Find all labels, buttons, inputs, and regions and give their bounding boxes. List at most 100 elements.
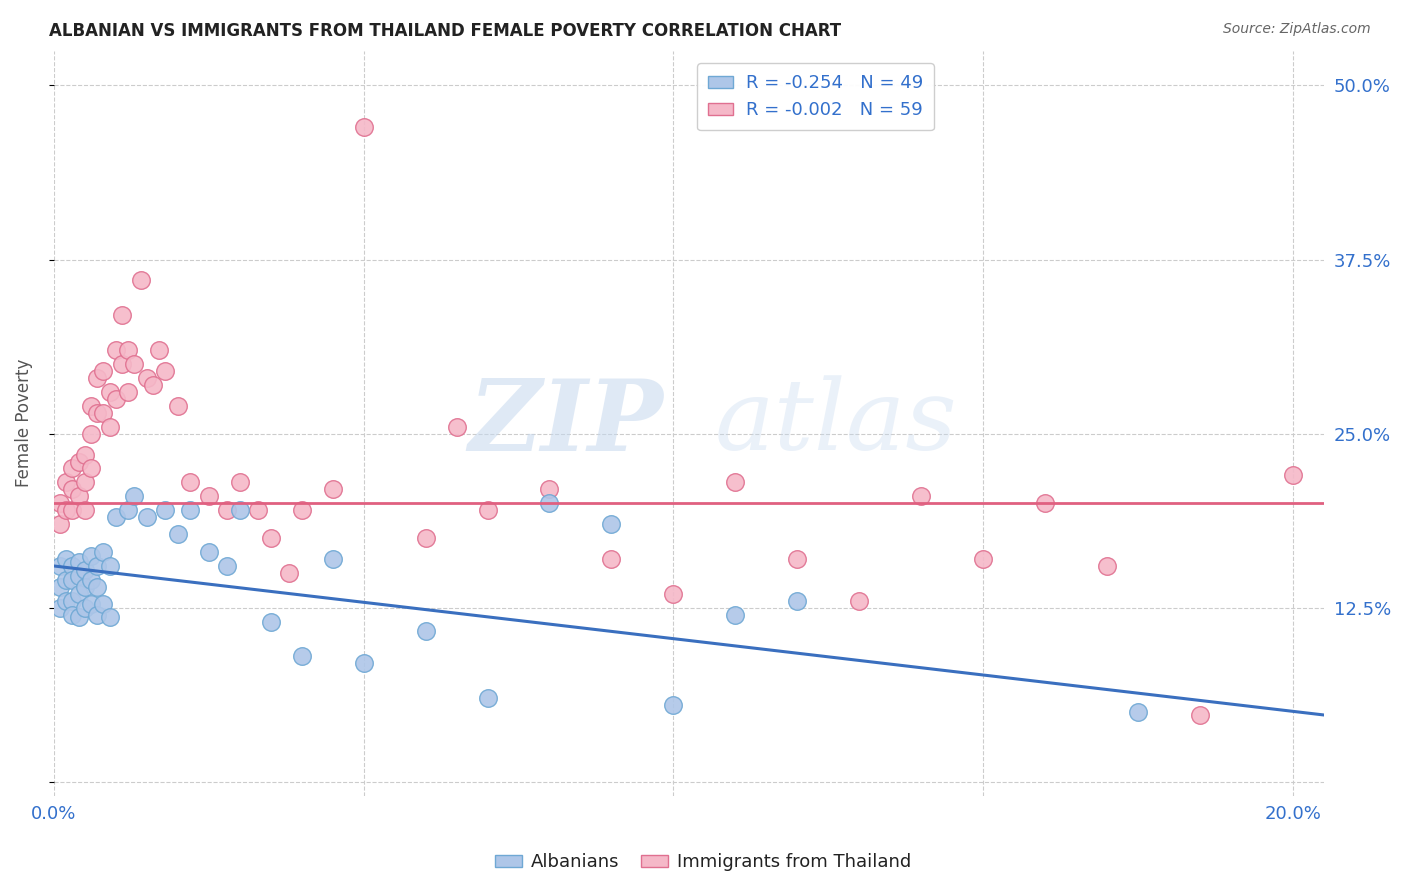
- Point: [972, 552, 994, 566]
- Point: [129, 273, 152, 287]
- Point: [724, 607, 747, 622]
- Point: [86, 371, 108, 385]
- Point: [538, 496, 561, 510]
- Point: [415, 624, 437, 639]
- Point: [98, 419, 121, 434]
- Point: [62, 461, 84, 475]
- Point: [49, 580, 72, 594]
- Point: [86, 580, 108, 594]
- Point: [104, 510, 127, 524]
- Point: [67, 610, 90, 624]
- Text: ZIP: ZIP: [468, 375, 664, 472]
- Point: [353, 120, 375, 135]
- Point: [62, 573, 84, 587]
- Point: [67, 587, 90, 601]
- Point: [446, 419, 468, 434]
- Point: [148, 343, 170, 357]
- Point: [135, 371, 157, 385]
- Text: atlas: atlas: [714, 376, 957, 471]
- Point: [124, 357, 146, 371]
- Point: [1188, 708, 1211, 723]
- Point: [49, 517, 72, 532]
- Point: [117, 503, 139, 517]
- Point: [600, 517, 623, 532]
- Point: [786, 552, 808, 566]
- Point: [104, 343, 127, 357]
- Point: [1095, 558, 1118, 573]
- Point: [49, 558, 72, 573]
- Point: [353, 657, 375, 671]
- Point: [73, 600, 96, 615]
- Point: [600, 552, 623, 566]
- Point: [477, 691, 499, 706]
- Point: [80, 549, 103, 564]
- Point: [247, 503, 270, 517]
- Point: [1126, 705, 1149, 719]
- Point: [73, 448, 96, 462]
- Point: [80, 399, 103, 413]
- Point: [415, 531, 437, 545]
- Point: [910, 489, 932, 503]
- Point: [135, 510, 157, 524]
- Point: [55, 503, 77, 517]
- Point: [80, 573, 103, 587]
- Point: [260, 531, 283, 545]
- Point: [228, 475, 250, 490]
- Point: [55, 475, 77, 490]
- Point: [217, 503, 239, 517]
- Point: [67, 454, 90, 468]
- Point: [49, 496, 72, 510]
- Point: [538, 483, 561, 497]
- Point: [67, 568, 90, 582]
- Point: [49, 600, 72, 615]
- Point: [73, 475, 96, 490]
- Legend: Albanians, Immigrants from Thailand: Albanians, Immigrants from Thailand: [488, 847, 918, 879]
- Point: [111, 308, 134, 322]
- Point: [228, 503, 250, 517]
- Point: [104, 392, 127, 406]
- Point: [322, 552, 344, 566]
- Point: [67, 489, 90, 503]
- Point: [98, 384, 121, 399]
- Point: [291, 503, 314, 517]
- Point: [848, 594, 870, 608]
- Point: [80, 597, 103, 611]
- Point: [93, 545, 115, 559]
- Point: [55, 552, 77, 566]
- Point: [166, 527, 188, 541]
- Point: [197, 489, 219, 503]
- Point: [98, 558, 121, 573]
- Point: [724, 475, 747, 490]
- Point: [117, 343, 139, 357]
- Point: [291, 649, 314, 664]
- Point: [166, 399, 188, 413]
- Point: [93, 364, 115, 378]
- Point: [142, 378, 165, 392]
- Point: [86, 558, 108, 573]
- Point: [62, 558, 84, 573]
- Text: ALBANIAN VS IMMIGRANTS FROM THAILAND FEMALE POVERTY CORRELATION CHART: ALBANIAN VS IMMIGRANTS FROM THAILAND FEM…: [49, 22, 841, 40]
- Point: [62, 503, 84, 517]
- Point: [155, 364, 177, 378]
- Point: [322, 483, 344, 497]
- Point: [477, 503, 499, 517]
- Point: [80, 461, 103, 475]
- Point: [93, 406, 115, 420]
- Point: [662, 587, 685, 601]
- Point: [278, 566, 301, 580]
- Point: [111, 357, 134, 371]
- Point: [80, 426, 103, 441]
- Point: [86, 607, 108, 622]
- Point: [155, 503, 177, 517]
- Legend: R = -0.254   N = 49, R = -0.002   N = 59: R = -0.254 N = 49, R = -0.002 N = 59: [697, 63, 934, 130]
- Point: [62, 483, 84, 497]
- Point: [73, 503, 96, 517]
- Point: [55, 573, 77, 587]
- Point: [179, 503, 201, 517]
- Point: [124, 489, 146, 503]
- Point: [67, 555, 90, 569]
- Point: [73, 563, 96, 577]
- Point: [260, 615, 283, 629]
- Point: [179, 475, 201, 490]
- Point: [93, 597, 115, 611]
